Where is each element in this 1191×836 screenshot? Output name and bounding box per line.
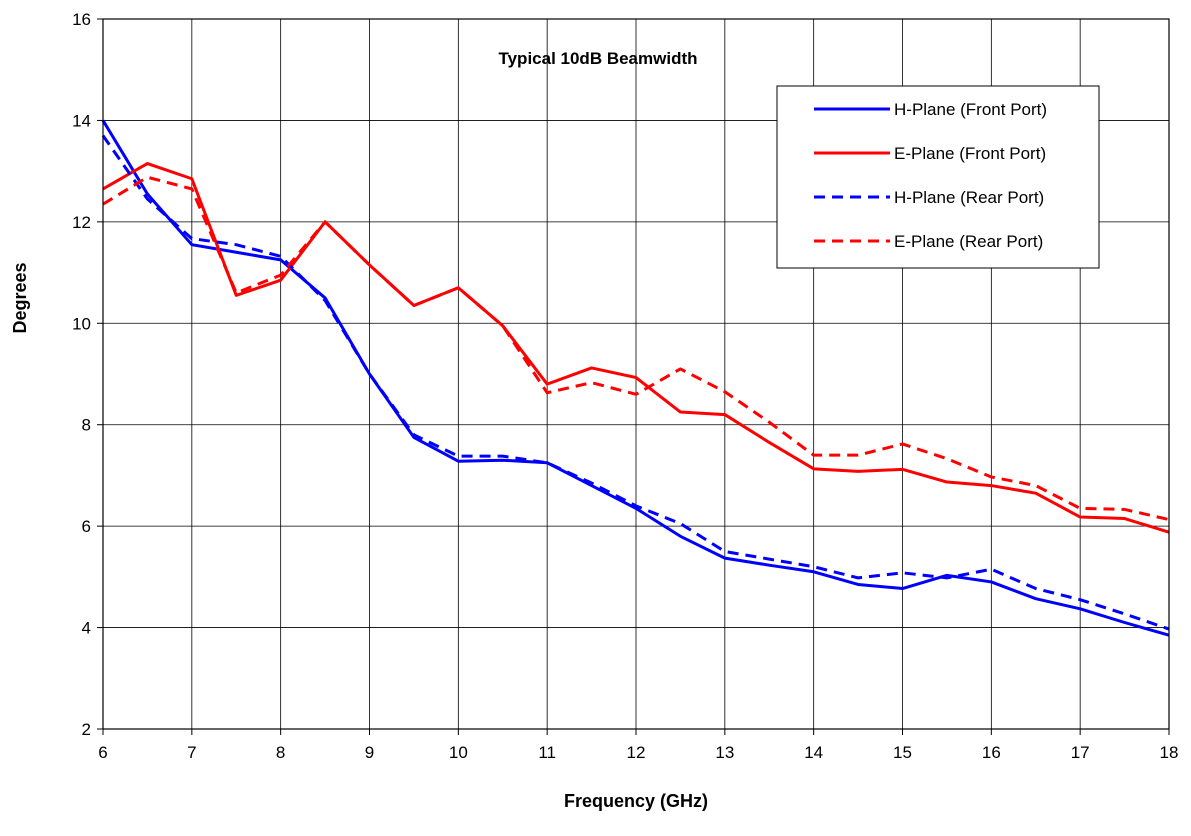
y-tick-label: 14 — [72, 111, 91, 130]
series-line-3 — [102, 175, 1170, 522]
x-tick-label: 6 — [98, 743, 107, 762]
y-tick-label: 10 — [72, 314, 91, 333]
x-tick-label: 11 — [538, 743, 556, 762]
x-tick-label: 18 — [1160, 743, 1179, 762]
series-lines — [101, 119, 1170, 637]
y-tick-label: 2 — [82, 720, 91, 739]
x-tick-label: 13 — [715, 743, 734, 762]
x-axis-title: Frequency (GHz) — [564, 791, 708, 811]
y-tick-label: 16 — [72, 10, 91, 29]
x-tick-label: 15 — [893, 743, 912, 762]
x-tick-label: 17 — [1071, 743, 1090, 762]
y-axis-title: Degrees — [10, 262, 30, 333]
series-line-0 — [101, 119, 1170, 637]
legend-label-0: H-Plane (Front Port) — [894, 100, 1047, 119]
y-tick-label: 4 — [82, 619, 91, 638]
x-tick-label: 14 — [804, 743, 823, 762]
x-tick-label: 7 — [187, 743, 196, 762]
legend-label-1: E-Plane (Front Port) — [894, 144, 1046, 163]
legend: H-Plane (Front Port) E-Plane (Front Port)… — [776, 85, 1100, 269]
y-axis-ticks: 2 4 6 8 10 12 14 16 — [72, 10, 103, 739]
x-axis-ticks: 6 7 8 9 10 11 12 13 14 15 16 17 18 — [98, 729, 1178, 762]
x-tick-label: 10 — [449, 743, 468, 762]
x-tick-label: 9 — [365, 743, 374, 762]
y-tick-label: 8 — [82, 416, 91, 435]
x-tick-label: 16 — [982, 743, 1001, 762]
series-line-2 — [101, 134, 1170, 631]
legend-label-2: H-Plane (Rear Port) — [894, 188, 1044, 207]
series-line-1 — [102, 162, 1170, 534]
y-tick-label: 6 — [82, 517, 91, 536]
x-tick-label: 12 — [627, 743, 646, 762]
y-tick-label: 12 — [72, 213, 91, 232]
chart-title: Typical 10dB Beamwidth — [498, 49, 697, 68]
legend-label-3: E-Plane (Rear Port) — [894, 232, 1043, 251]
legend-box — [776, 85, 1100, 269]
x-tick-label: 8 — [276, 743, 285, 762]
